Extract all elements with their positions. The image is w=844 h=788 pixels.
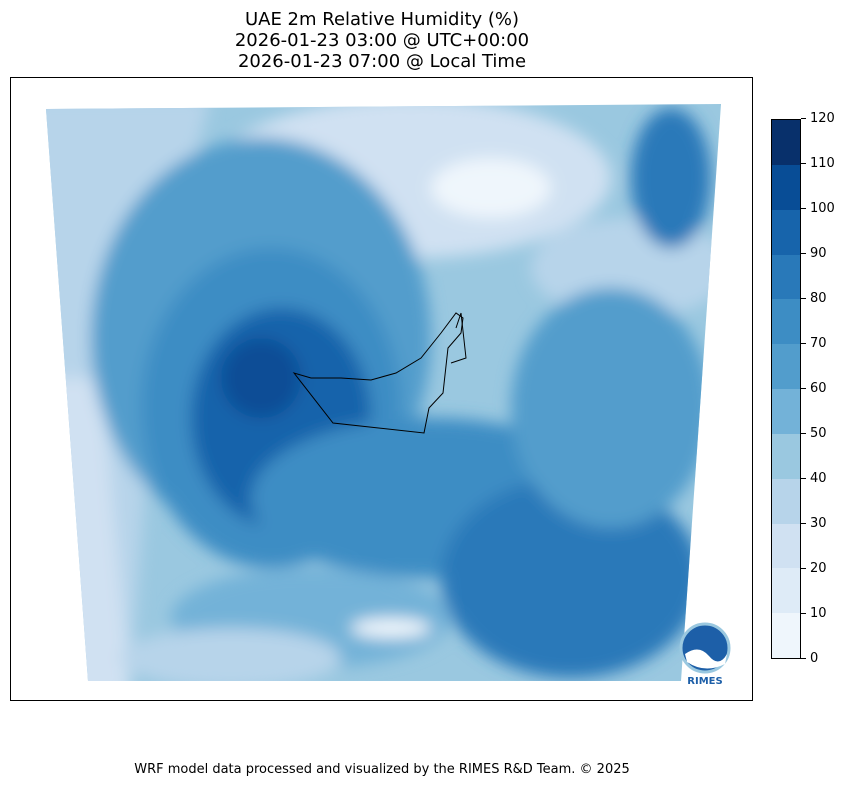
colorbar-tick-label: 20	[801, 561, 827, 577]
colorbar-tick-label: 40	[801, 471, 827, 487]
colorbar-tick-label: 90	[801, 246, 827, 262]
colorbar-tick-label: 60	[801, 381, 827, 397]
colorbar-tick-label: 70	[801, 336, 827, 352]
colorbar-segment	[772, 299, 800, 345]
colorbar-tick-label: 120	[801, 111, 835, 127]
chart-subtitle-local: 2026-01-23 07:00 @ Local Time	[237, 51, 527, 72]
chart-subtitle-utc: 2026-01-23 03:00 @ UTC+00:00	[234, 30, 530, 51]
colorbar-segment	[772, 613, 800, 658]
colorbar-tick-label: 0	[801, 651, 818, 667]
colorbar-tick-label: 100	[801, 201, 835, 217]
humidity-map	[46, 104, 721, 681]
colorbar-segment	[772, 209, 800, 255]
colorbar-segment	[772, 389, 800, 434]
colorbar-segment	[772, 478, 800, 524]
chart-title: UAE 2m Relative Humidity (%)	[244, 9, 520, 30]
colorbar-segment	[772, 523, 800, 569]
colorbar-segment	[772, 254, 800, 300]
colorbar-tick-label: 10	[801, 606, 827, 622]
map-axes: RIMES	[10, 77, 753, 701]
colorbar-segment	[772, 164, 800, 210]
field-iran-dry	[431, 158, 551, 218]
footer-credit: WRF model data processed and visualized …	[134, 762, 630, 777]
colorbar-segment	[772, 568, 800, 614]
colorbar	[771, 119, 801, 659]
colorbar-segment	[772, 120, 800, 165]
rimes-logo: RIMES	[679, 620, 731, 688]
colorbar-segment	[772, 344, 800, 390]
colorbar-segment	[772, 433, 800, 479]
colorbar-tick-label: 50	[801, 426, 827, 442]
uae-border	[292, 312, 467, 434]
colorbar-tick-label: 80	[801, 291, 827, 307]
colorbar-tick-label: 110	[801, 156, 835, 172]
field-ne-moist	[631, 108, 711, 248]
logo-text: RIMES	[687, 676, 722, 687]
colorbar-tick-label: 30	[801, 516, 827, 532]
